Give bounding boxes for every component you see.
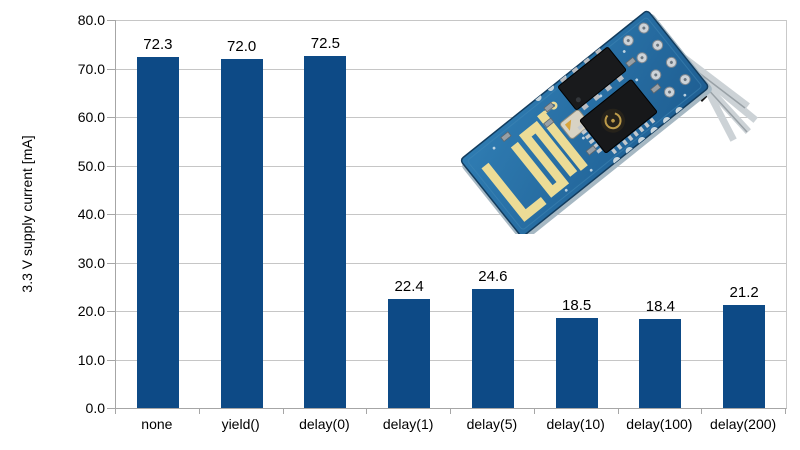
x-tick-mark [366, 409, 368, 414]
x-tick-mark [785, 409, 786, 414]
y-tick-mark [107, 117, 115, 118]
x-tick-mark [617, 409, 619, 414]
smd-components [500, 56, 662, 156]
x-category-label: yield() [221, 416, 260, 432]
gridline [116, 165, 786, 167]
bar [220, 58, 263, 408]
y-tick-label: 60.0 [77, 109, 105, 125]
category-slot: 72.3 [116, 20, 200, 408]
gridline [116, 311, 786, 312]
bar [304, 56, 347, 408]
x-category-label: delay(1) [382, 416, 434, 432]
flash-chip-icon [558, 47, 627, 111]
bar [388, 299, 431, 408]
bar-value-label: 72.5 [310, 35, 340, 53]
x-category-label: delay(100) [626, 416, 693, 432]
category-slot: 22.4 [367, 20, 451, 408]
x-tick-mark [198, 409, 200, 414]
header-solder-joints [622, 22, 691, 98]
category-slot: 18.5 [535, 20, 619, 408]
x-category-label: delay(200) [710, 416, 777, 432]
gridline [116, 214, 786, 215]
category-slot: 72.0 [200, 20, 284, 408]
category-slot: 72.5 [284, 20, 368, 408]
y-tick-mark [107, 408, 115, 409]
gridline [116, 68, 786, 70]
gridline [116, 117, 786, 118]
x-tick-mark [533, 409, 535, 414]
y-tick-mark [107, 20, 115, 21]
y-tick-label: 80.0 [77, 12, 105, 28]
y-tick-label: 30.0 [77, 254, 105, 271]
bar [471, 288, 514, 408]
category-slot: 24.6 [451, 20, 535, 408]
x-tick-mark [450, 409, 451, 414]
y-tick-mark [107, 262, 115, 264]
y-tick-label: 40.0 [77, 206, 105, 222]
y-tick-label: 20.0 [77, 303, 105, 319]
category-slot: 21.2 [702, 20, 786, 408]
y-tick-mark [107, 165, 115, 167]
y-tick-label: 50.0 [77, 157, 105, 174]
bar-value-label: 72.3 [143, 36, 173, 54]
y-axis-title: 3.3 V supply current [mA] [19, 135, 35, 293]
y-tick-label: 0.0 [85, 400, 105, 416]
bar [136, 57, 179, 408]
bar [723, 305, 766, 408]
gridline [116, 262, 786, 264]
bar [555, 318, 598, 408]
bar-value-label: 24.6 [478, 267, 508, 285]
bars-layer: 72.3 72.0 72.5 22.4 24.6 18.5 18.4 21.2 [116, 20, 786, 408]
bar-value-label: 21.2 [729, 284, 759, 302]
x-tick-mark [115, 409, 116, 414]
pcb-silkscreen-border [467, 17, 702, 230]
bar-value-label: 18.4 [645, 297, 675, 315]
bar-value-label: 18.5 [562, 297, 592, 315]
esp-logo-spiral [604, 112, 622, 130]
x-tick-mark [282, 409, 284, 414]
x-tick-mark [701, 409, 703, 414]
x-category-label: delay(0) [299, 416, 350, 432]
y-tick-mark [107, 68, 115, 70]
bar-value-label: 22.4 [394, 278, 424, 296]
plot-area: 72.3 72.0 72.5 22.4 24.6 18.5 18.4 21.2 [115, 20, 787, 409]
x-category-label: delay(10) [546, 416, 605, 432]
y-tick-label: 70.0 [77, 60, 105, 77]
bar [639, 318, 682, 408]
gridline [116, 359, 786, 361]
esp8266-module-photo [460, 10, 758, 234]
gridline [116, 20, 786, 21]
esp8266-chip-icon [577, 79, 658, 155]
category-slot: 18.4 [619, 20, 703, 408]
bar-value-label: 72.0 [227, 37, 257, 55]
y-tick-mark [107, 359, 115, 361]
x-category-label: delay(5) [466, 416, 518, 432]
pcb-vias [492, 50, 687, 192]
y-tick-label: 10.0 [77, 351, 105, 368]
y-tick-mark [107, 214, 115, 215]
x-category-label: none [141, 416, 173, 432]
y-tick-mark [107, 311, 115, 312]
